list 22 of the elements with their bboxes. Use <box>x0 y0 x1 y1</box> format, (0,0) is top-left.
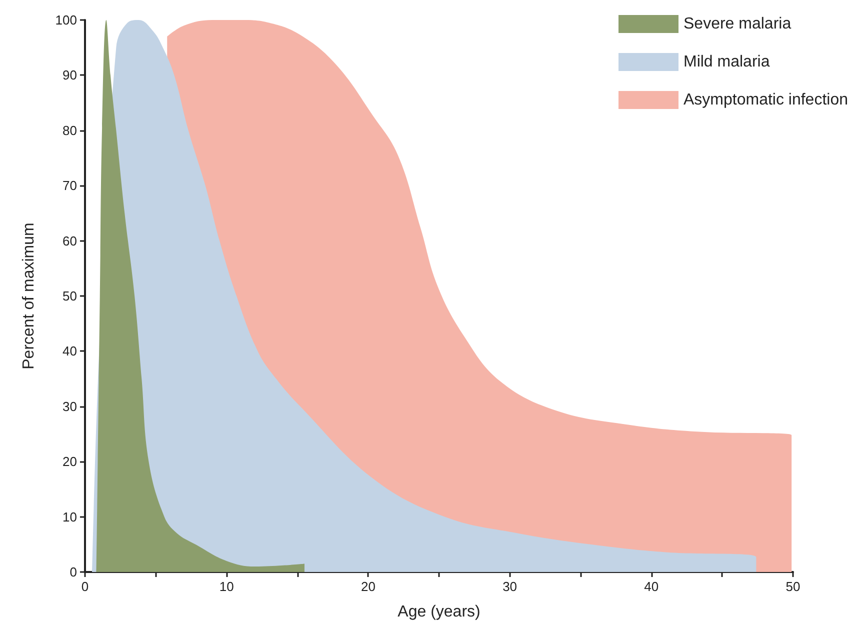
y-tick-label: 50 <box>62 288 77 304</box>
y-tick-label: 80 <box>62 122 77 138</box>
x-axis-title: Age (years) <box>398 604 480 620</box>
y-tick-label: 20 <box>62 454 77 470</box>
x-tick-label: 30 <box>502 579 518 594</box>
x-tick-label: 40 <box>644 579 659 594</box>
y-tick-label: 100 <box>55 12 77 28</box>
x-tick-label: 50 <box>786 579 800 594</box>
y-tick-label: 30 <box>62 398 77 414</box>
y-tick-label: 0 <box>70 564 77 580</box>
x-tick-label: 0 <box>81 579 89 594</box>
y-tick-label: 60 <box>62 233 77 248</box>
y-tick-label: 40 <box>62 344 77 359</box>
legend-label: Mild malaria <box>683 54 770 70</box>
y-tick-label: 70 <box>62 178 77 194</box>
y-tick-label: 10 <box>62 509 77 524</box>
legend-label: Asymptomatic infection <box>683 92 848 108</box>
y-axis-title: Percent of maximum <box>20 222 38 370</box>
y-tick-label: 90 <box>62 68 77 83</box>
legend-label: Severe malaria <box>683 16 792 32</box>
x-tick-label: 10 <box>219 579 234 594</box>
x-tick-label: 20 <box>360 579 376 594</box>
